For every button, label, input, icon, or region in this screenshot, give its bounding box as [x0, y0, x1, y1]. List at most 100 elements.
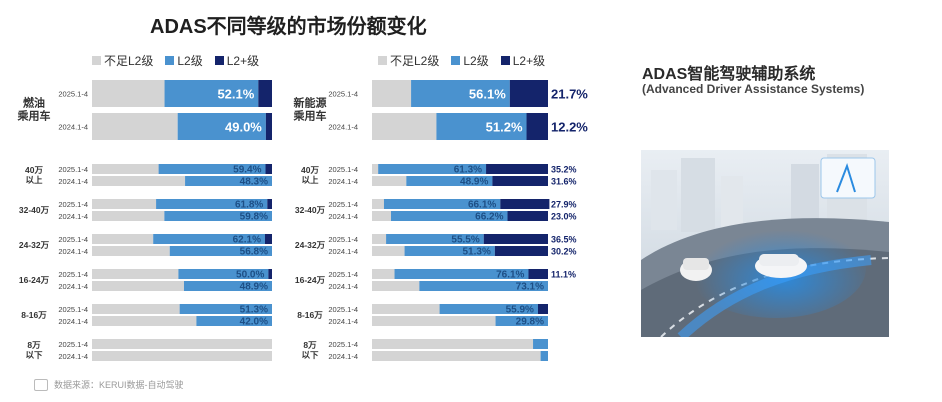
group-label: 新能源乘用车 [293, 96, 327, 123]
l2-bar-segment [404, 246, 495, 256]
period-label: 2024.1-4 [58, 177, 88, 186]
period-label: 2025.1-4 [58, 165, 88, 174]
below-l2-bar-segment [372, 211, 392, 221]
l2-value-label: 56.1% [469, 87, 506, 102]
period-label: 2025.1-4 [328, 305, 358, 314]
l2-value-label: 73.1% [516, 282, 544, 293]
l2-value-label: 49.0% [225, 120, 262, 135]
l2-bar-segment [153, 234, 265, 244]
legend-label: L2级 [177, 54, 203, 68]
l2plus-value-label: 12.2% [551, 120, 588, 135]
l2plus-bar-segment [268, 269, 272, 279]
period-label: 2024.1-4 [328, 247, 358, 256]
l2-value-label: 51.2% [486, 120, 523, 135]
l2plus-bar-segment [507, 211, 548, 221]
group-label: 32-40万 [295, 205, 326, 215]
l2-bar-segment [164, 80, 259, 107]
adas-illustration [641, 150, 889, 337]
l2-bar-segment [179, 304, 272, 314]
page-title: ADAS不同等级的市场份额变化 [150, 16, 427, 38]
period-label: 2025.1-4 [328, 200, 358, 209]
l2-bar-segment [394, 269, 529, 279]
group-label: 16-24万 [19, 275, 50, 285]
source-icon [34, 378, 48, 391]
l2-value-label: 51.3% [462, 247, 490, 258]
l2plus-value-label: 11.1% [551, 270, 576, 280]
l2plus-value-label: 35.2% [551, 165, 577, 175]
l2-bar-segment [540, 351, 548, 361]
legend-swatch [165, 56, 175, 65]
legend-item-l2plus: L2+级 [214, 52, 259, 69]
l2plus-value-label: 36.5% [551, 235, 577, 245]
l2-value-label: 62.1% [233, 235, 261, 246]
l2-bar-segment [183, 281, 272, 291]
below-l2-bar-segment [92, 351, 272, 361]
period-label: 2024.1-4 [328, 282, 358, 291]
l2-bar-segment [411, 80, 510, 107]
l2plus-bar-segment [537, 304, 548, 314]
below-l2-bar-segment [372, 80, 412, 107]
below-l2-bar-segment [372, 304, 440, 314]
below-l2-bar-segment [92, 234, 154, 244]
below-l2-bar-segment [372, 281, 420, 291]
legend-item-l2: L2级 [451, 52, 489, 69]
l2-value-label: 55.5% [451, 235, 479, 246]
l2-value-label: 76.1% [496, 270, 524, 281]
below-l2-bar-segment [92, 211, 165, 221]
l2-value-label: 61.3% [454, 165, 482, 176]
below-l2-bar-segment [92, 246, 170, 256]
below-l2-bar-segment [372, 176, 407, 186]
l2-value-label: 51.3% [240, 305, 268, 316]
period-label: 2024.1-4 [58, 282, 88, 291]
group-label: 16-24万 [295, 275, 326, 285]
group-label: 8-16万 [297, 310, 323, 320]
period-label: 2024.1-4 [328, 317, 358, 326]
l2plus-bar-segment [258, 80, 272, 107]
l2-value-label: 59.4% [233, 165, 261, 176]
period-label: 2025.1-4 [58, 235, 88, 244]
l2plus-bar-segment [509, 80, 548, 107]
l2plus-bar-segment [265, 164, 272, 174]
period-label: 2025.1-4 [328, 270, 358, 279]
l2-bar-segment [436, 113, 527, 140]
period-label: 2025.1-4 [58, 90, 88, 99]
below-l2-bar-segment [372, 339, 534, 349]
data-source: 数据来源：KERUI数据-自动驾驶 [34, 378, 184, 391]
below-l2-bar-segment [372, 199, 384, 209]
period-label: 2024.1-4 [328, 212, 358, 221]
l2-value-label: 55.9% [506, 305, 534, 316]
l2plus-bar-segment [500, 199, 550, 209]
group-label: 8万以下 [25, 340, 43, 360]
l2-bar-segment [196, 316, 272, 326]
l2-value-label: 48.9% [240, 282, 268, 293]
l2-bar-segment [533, 339, 548, 349]
l2-bar-segment [164, 211, 272, 221]
below-l2-bar-segment [92, 339, 272, 349]
group-label: 40万以上 [301, 165, 319, 185]
l2-bar-segment [177, 113, 266, 140]
l2plus-bar-segment [267, 199, 272, 209]
period-label: 2024.1-4 [58, 352, 88, 361]
period-label: 2024.1-4 [58, 317, 88, 326]
l2-value-label: 61.8% [235, 200, 263, 211]
l2-bar-segment [406, 176, 493, 186]
l2plus-bar-segment [483, 234, 548, 244]
period-label: 2025.1-4 [58, 270, 88, 279]
l2-bar-segment [158, 164, 266, 174]
l2plus-bar-segment [494, 246, 548, 256]
legend-right: 不足L2级 L2级 L2+级 [378, 52, 545, 69]
l2-bar-segment [391, 211, 508, 221]
group-label: 8万以下 [301, 340, 319, 360]
below-l2-bar-segment [92, 164, 159, 174]
period-label: 2025.1-4 [58, 340, 88, 349]
l2-value-label: 29.8% [516, 317, 544, 328]
below-l2-bar-segment [92, 281, 184, 291]
l2-bar-segment [178, 269, 269, 279]
period-label: 2025.1-4 [58, 305, 88, 314]
l2plus-value-label: 21.7% [551, 87, 588, 102]
period-label: 2024.1-4 [328, 352, 358, 361]
legend-item-l2: L2级 [165, 52, 203, 69]
l2plus-bar-segment [265, 113, 272, 140]
below-l2-bar-segment [92, 80, 165, 107]
